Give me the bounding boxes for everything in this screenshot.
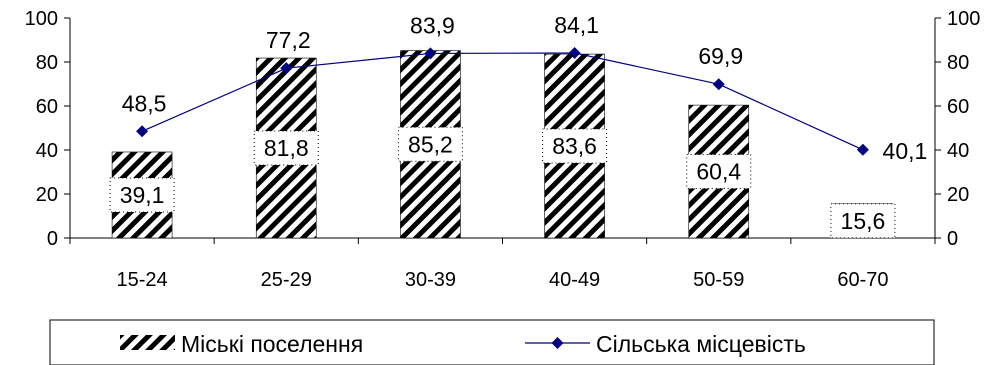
bar-series [111, 50, 894, 239]
legend-marker-diamond [551, 337, 564, 349]
y-tick-label-right: 40 [947, 140, 969, 162]
y-tick-label-left: 60 [36, 96, 58, 118]
y-tick-label-left: 0 [47, 228, 58, 250]
y-tick-label-right: 0 [947, 228, 958, 250]
bar-label-box [253, 130, 319, 166]
bar-data-label: 81,8 [264, 135, 309, 161]
y-tick-label-right: 80 [947, 52, 969, 74]
line-data-label: 40,1 [883, 138, 928, 164]
y-tick-label-right: 60 [947, 96, 969, 118]
x-tick-label: 15-24 [117, 269, 168, 291]
bar-data-label: 60,4 [696, 159, 741, 185]
line-point [136, 125, 149, 138]
bar-data-label: 39,1 [120, 182, 165, 208]
line-data-label: 77,2 [266, 27, 311, 53]
y-tick-label-left: 80 [36, 52, 58, 74]
data-labels: 39,1 81,8 85,2 83,6 60,4 15,6 48,5 77,2 83,9 84,1… [109, 12, 928, 239]
line-point [856, 143, 869, 156]
legend-label-line: Сільська місцевість [596, 331, 806, 357]
legend-box [49, 319, 935, 365]
x-tick-label: 40-49 [549, 269, 600, 291]
line-point [712, 78, 725, 91]
bar-label-box [397, 126, 463, 162]
bar-label-box [542, 128, 608, 164]
legend: Міські поселення Сільська місцевість [49, 319, 935, 365]
y-tick-label-left: 40 [36, 140, 58, 162]
line-data-label: 48,5 [122, 90, 167, 116]
line-point [280, 62, 293, 75]
bar-label-box [109, 177, 175, 213]
legend-swatch-bars [120, 335, 175, 350]
line-data-label: 69,9 [698, 43, 743, 69]
line-series [136, 46, 869, 156]
y-tick-label-right: 20 [947, 184, 969, 206]
x-tick-label: 60-70 [837, 269, 888, 291]
bar-label-box [686, 154, 752, 190]
x-tick-label: 30-39 [405, 269, 456, 291]
y-tick-label-right: 100 [947, 8, 980, 30]
legend-label-bars: Міські поселення [181, 331, 363, 357]
bar-data-label: 85,2 [408, 131, 453, 157]
axes: 0 0 20 20 40 40 60 60 80 80 100 100 15-24 25-29 30-39 4… [25, 8, 981, 291]
line-point [424, 47, 437, 60]
bar-data-label: 83,6 [552, 133, 597, 159]
line-point [568, 46, 581, 59]
line-data-label: 83,9 [410, 12, 455, 38]
bar-data-label: 15,6 [841, 208, 886, 234]
line-path [141, 52, 864, 151]
bar-label-box [830, 203, 896, 239]
line-data-label: 84,1 [554, 12, 599, 38]
y-tick-label-left: 20 [36, 184, 58, 206]
x-tick-label: 25-29 [261, 269, 312, 291]
y-tick-label-left: 100 [25, 8, 58, 30]
x-tick-label: 50-59 [693, 269, 744, 291]
